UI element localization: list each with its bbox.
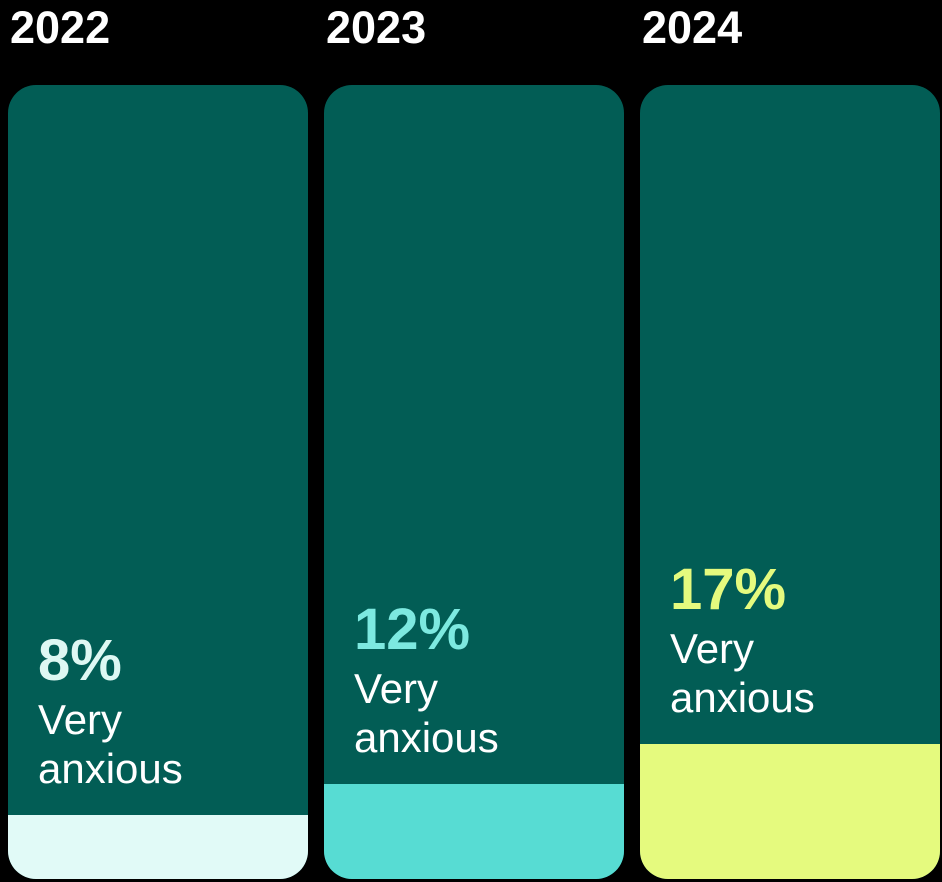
- value-caption: Very anxious: [38, 696, 183, 792]
- bar-annotation: 12% Very anxious: [354, 601, 608, 762]
- value-label: 8%: [38, 628, 122, 694]
- value-caption: Very anxious: [670, 625, 815, 721]
- year-label-2024: 2024: [642, 2, 743, 53]
- bar-2022: 8% Very anxious: [8, 85, 308, 879]
- chart-column-2023: 2023 12% Very anxious: [324, 0, 624, 879]
- value-caption: Very anxious: [354, 665, 499, 761]
- bar-2023: 12% Very anxious: [324, 85, 624, 879]
- bar-annotation: 17% Very anxious: [670, 561, 924, 722]
- chart-column-2024: 2024 17% Very anxious: [640, 0, 940, 879]
- bar-annotation: 8% Very anxious: [38, 632, 292, 793]
- year-label-2023: 2023: [326, 2, 427, 53]
- value-label: 12%: [354, 597, 471, 663]
- bar-fill-segment: [8, 815, 308, 879]
- bar-2024: 17% Very anxious: [640, 85, 940, 879]
- year-label-2022: 2022: [10, 2, 111, 53]
- chart-column-2022: 2022 8% Very anxious: [8, 0, 308, 879]
- bar-fill-segment: [640, 744, 940, 879]
- value-label: 17%: [670, 557, 787, 623]
- bar-fill-segment: [324, 784, 624, 879]
